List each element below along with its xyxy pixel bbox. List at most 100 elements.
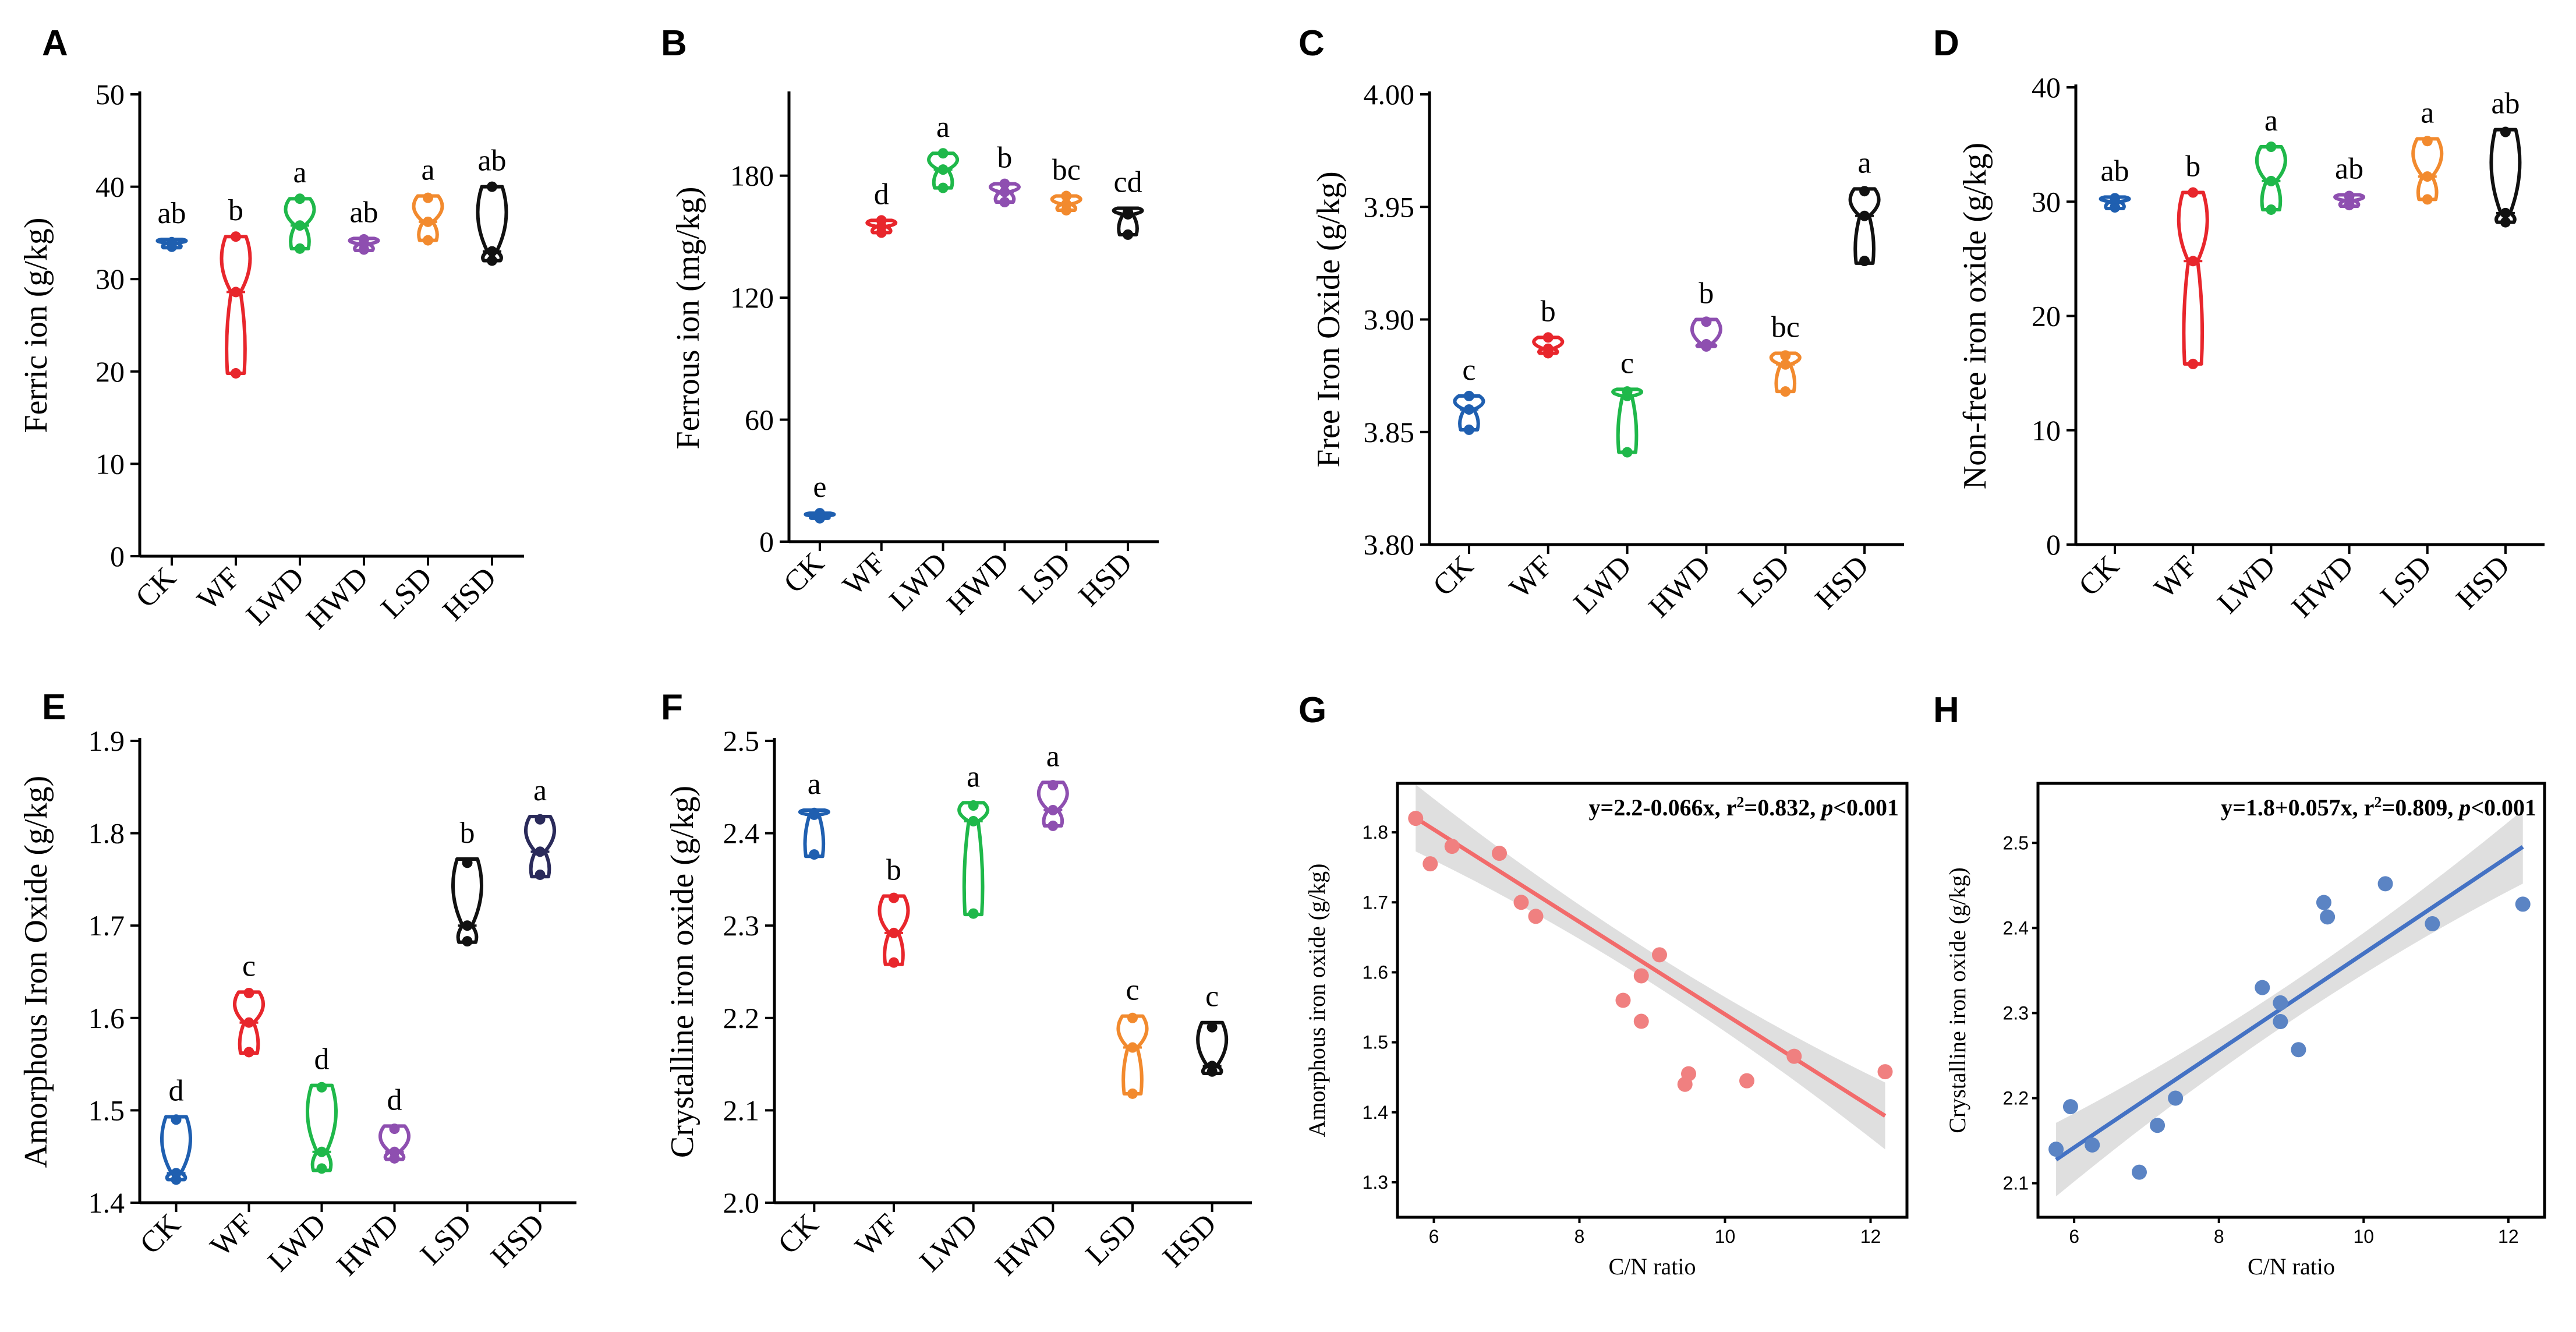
data-point — [1622, 386, 1633, 397]
data-point — [2150, 1118, 2165, 1133]
data-point — [1652, 947, 1667, 963]
data-point — [2062, 1099, 2078, 1115]
x-tick-label: WF — [849, 1207, 904, 1263]
violin-wf — [2177, 190, 2209, 366]
violin-wf — [220, 235, 252, 375]
violin-ck — [2099, 195, 2131, 211]
violin-hsd — [1112, 206, 1144, 236]
x-tick-label: CK — [129, 561, 183, 614]
x-tick-label: WF — [1503, 549, 1559, 605]
violin-hsd — [476, 185, 508, 263]
data-point — [1463, 404, 1474, 415]
y-tick-label: 120 — [730, 281, 774, 314]
x-tick-label: 6 — [2069, 1226, 2079, 1247]
y-tick-label: 1.4 — [1363, 1102, 1388, 1123]
data-point — [231, 287, 241, 298]
data-point — [1061, 190, 1072, 202]
y-tick-label: 3.85 — [1364, 416, 1415, 448]
violin-hwd — [2333, 193, 2366, 209]
data-point — [1061, 199, 1072, 210]
x-tick-label: HSD — [1156, 1207, 1223, 1274]
x-tick-label: CK — [772, 1207, 825, 1261]
y-tick-label: 180 — [730, 160, 774, 192]
data-point — [167, 238, 177, 249]
data-point — [2500, 207, 2511, 218]
data-point — [1633, 968, 1649, 984]
data-point — [316, 1146, 327, 1157]
data-point — [2048, 1142, 2064, 1157]
y-axis-label: Amorphous Iron Oxide (g/kg) — [18, 776, 54, 1168]
equation-part: <0.001 — [2471, 794, 2536, 821]
significance-letter: a — [2421, 96, 2434, 129]
data-point — [2422, 171, 2433, 182]
data-point — [1622, 447, 1633, 458]
violin-hsd — [2489, 128, 2522, 224]
data-point — [487, 181, 497, 192]
x-tick-label: LSD — [1732, 549, 1796, 613]
y-tick-label: 3.90 — [1364, 303, 1415, 336]
significance-letter: d — [314, 1043, 330, 1076]
y-tick-label: 2.3 — [723, 909, 760, 942]
violin-wf — [877, 894, 910, 966]
x-tick-label: HWD — [331, 1207, 405, 1282]
x-tick-label: 8 — [2214, 1226, 2224, 1247]
y-tick-label: 40 — [2032, 71, 2061, 104]
data-point — [1859, 210, 1870, 221]
violin-ck — [160, 1115, 192, 1182]
y-tick-label: 1.4 — [89, 1186, 125, 1219]
x-tick-label: WF — [204, 1207, 260, 1263]
y-tick-label: 2.0 — [723, 1186, 760, 1219]
violin-ck — [798, 808, 830, 858]
x-tick-label: LSD — [414, 1207, 478, 1271]
x-tick-label: 6 — [1429, 1226, 1439, 1247]
data-point — [1048, 820, 1059, 831]
panel-h: H 6 8 10 12 2.1 2.2 2.3 2.4 2.5 C/N ratio Crystalli… — [1933, 690, 2546, 1280]
data-point — [937, 182, 949, 193]
data-point — [2188, 256, 2199, 267]
y-tick-label: 4.00 — [1364, 78, 1415, 111]
y-tick-label: 10 — [95, 447, 125, 480]
panel-letter: F — [661, 687, 683, 727]
violin-lwd — [284, 197, 316, 250]
plot-frame — [2036, 782, 2546, 1219]
x-tick-label: LWD — [262, 1207, 332, 1278]
x-tick-label: LWD — [1567, 549, 1638, 620]
violin-lsd — [1116, 1014, 1149, 1096]
data-point — [2500, 217, 2511, 228]
plot-frame — [1396, 782, 1909, 1219]
data-point — [462, 857, 473, 868]
y-tick-label: 1.7 — [89, 909, 125, 942]
significance-letter: bc — [1771, 310, 1800, 344]
data-point — [171, 1168, 182, 1179]
equation-part: y=1.8+0.057x, r — [2221, 794, 2374, 821]
data-point — [1123, 229, 1134, 240]
significance-letter: c — [1126, 974, 1139, 1007]
y-tick-label: 50 — [95, 78, 125, 111]
data-point — [1408, 811, 1424, 826]
y-tick-label: 2.4 — [723, 817, 760, 850]
data-point — [2266, 204, 2277, 215]
significance-letter: ab — [477, 144, 506, 178]
panel-g: G 6 8 10 12 1.3 1.4 1.5 1.6 1.7 1.8 C/N ratio Amorph… — [1298, 690, 1909, 1280]
y-axis-label: Amorphous iron oxide (g/kg) — [1304, 864, 1330, 1137]
data-point — [535, 869, 546, 880]
data-point — [1859, 186, 1870, 197]
data-point — [487, 255, 497, 266]
x-tick-label: HSD — [1073, 546, 1139, 613]
significance-letter: a — [808, 768, 821, 801]
regression-equation: y=2.2-0.066x, r2=0.832, p<0.001 — [1589, 794, 1899, 821]
y-tick-label: 30 — [95, 263, 125, 295]
data-point — [2425, 916, 2440, 932]
y-tick-label: 2.2 — [2003, 1087, 2029, 1108]
panel-a: A 0 10 20 30 40 50 Ferric ion (g/kg) CK ab WF b LWD a… — [18, 23, 524, 635]
violin-hsd — [524, 815, 556, 879]
significance-letter: a — [533, 774, 547, 807]
y-tick-label: 2.5 — [723, 725, 760, 757]
significance-letter: b — [228, 194, 243, 227]
regression-line — [2055, 845, 2524, 1161]
data-point — [889, 892, 899, 903]
data-point — [1701, 339, 1712, 350]
y-tick-label: 1.9 — [89, 725, 125, 757]
